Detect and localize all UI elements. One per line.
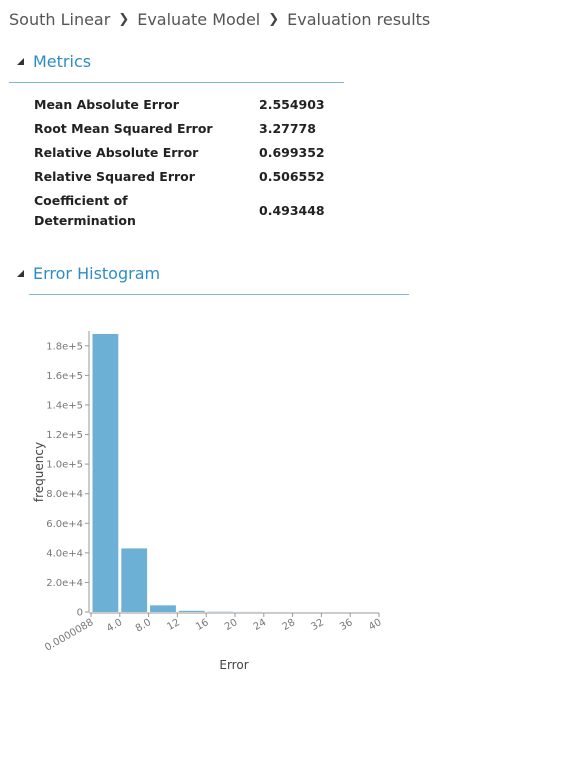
y-tick-label: 1.6e+5 bbox=[46, 371, 83, 382]
histogram-section-toggle[interactable]: Error Histogram bbox=[17, 264, 160, 283]
chevron-right-icon: ❯ bbox=[268, 12, 280, 27]
x-tick-label: 20 bbox=[223, 617, 240, 633]
y-tick-label: 1.0e+5 bbox=[46, 460, 83, 471]
breadcrumb-item-experiment[interactable]: South Linear bbox=[9, 10, 111, 29]
x-tick-label: 12 bbox=[165, 617, 182, 633]
collapse-triangle-icon[interactable] bbox=[17, 270, 24, 277]
breadcrumb: South Linear ❯ Evaluate Model ❯ Evaluati… bbox=[9, 10, 430, 29]
y-tick-label: 8.0e+4 bbox=[46, 489, 83, 500]
x-axis-label: Error bbox=[219, 658, 248, 672]
x-tick-label: 32 bbox=[309, 617, 326, 633]
y-tick-label: 4.0e+4 bbox=[46, 548, 83, 559]
y-tick-label: 1.8e+5 bbox=[46, 341, 83, 352]
metric-name: Relative Absolute Error bbox=[34, 145, 199, 160]
metric-value: 0.699352 bbox=[259, 145, 325, 160]
error-histogram-chart: 0 2.0e+4 4.0e+4 6.0e+4 8.0e+4 1.0e+5 1.2e+5 1.4… bbox=[32, 331, 384, 672]
metrics-section-toggle[interactable]: Metrics bbox=[17, 52, 91, 71]
table-row: Mean Absolute Error 2.554903 bbox=[34, 93, 325, 117]
metric-name: Root Mean Squared Error bbox=[34, 121, 213, 136]
chevron-right-icon: ❯ bbox=[118, 12, 130, 27]
x-tick-label: 0.0000088 bbox=[43, 617, 95, 654]
y-tick-label: 1.4e+5 bbox=[46, 400, 83, 411]
histogram-bar bbox=[178, 610, 205, 612]
x-tick-label: 16 bbox=[194, 617, 211, 633]
metric-value: 0.493448 bbox=[259, 203, 325, 218]
collapse-triangle-icon[interactable] bbox=[17, 58, 24, 65]
histogram-section-title: Error Histogram bbox=[33, 264, 161, 283]
table-row: Root Mean Squared Error 3.27778 bbox=[34, 117, 325, 141]
x-tick-label: 36 bbox=[338, 617, 355, 633]
table-row: Coefficient of Determination 0.493448 bbox=[34, 189, 325, 233]
x-tick-label: 8.0 bbox=[134, 617, 153, 634]
y-tick-label: 1.2e+5 bbox=[46, 430, 83, 441]
y-tick-label: 0 bbox=[77, 608, 83, 619]
metric-name: Coefficient of Determination bbox=[34, 193, 136, 228]
x-tick-label: 40 bbox=[367, 617, 384, 633]
y-axis-label: frequency bbox=[32, 442, 46, 502]
histogram-bar bbox=[92, 333, 119, 612]
x-tick-label: 28 bbox=[281, 617, 298, 633]
table-row: Relative Absolute Error 0.699352 bbox=[34, 141, 325, 165]
breadcrumb-item-module[interactable]: Evaluate Model bbox=[137, 10, 261, 29]
metric-value: 3.27778 bbox=[259, 121, 316, 136]
section-divider bbox=[29, 294, 409, 295]
y-tick-label: 2.0e+4 bbox=[46, 578, 83, 589]
metrics-section-title: Metrics bbox=[33, 52, 92, 71]
table-row: Relative Squared Error 0.506552 bbox=[34, 165, 325, 189]
metrics-table: Mean Absolute Error 2.554903 Root Mean S… bbox=[34, 93, 325, 233]
metric-value: 2.554903 bbox=[259, 97, 325, 112]
metric-name: Relative Squared Error bbox=[34, 169, 195, 184]
metric-value: 0.506552 bbox=[259, 169, 325, 184]
histogram-bar bbox=[121, 548, 148, 612]
section-divider bbox=[9, 82, 344, 83]
x-tick-label: 4.0 bbox=[105, 617, 124, 634]
y-tick-label: 6.0e+4 bbox=[46, 519, 83, 530]
metric-name: Mean Absolute Error bbox=[34, 97, 179, 112]
x-tick-label: 24 bbox=[252, 617, 269, 633]
breadcrumb-item-current: Evaluation results bbox=[287, 10, 431, 29]
histogram-bar bbox=[150, 605, 176, 612]
